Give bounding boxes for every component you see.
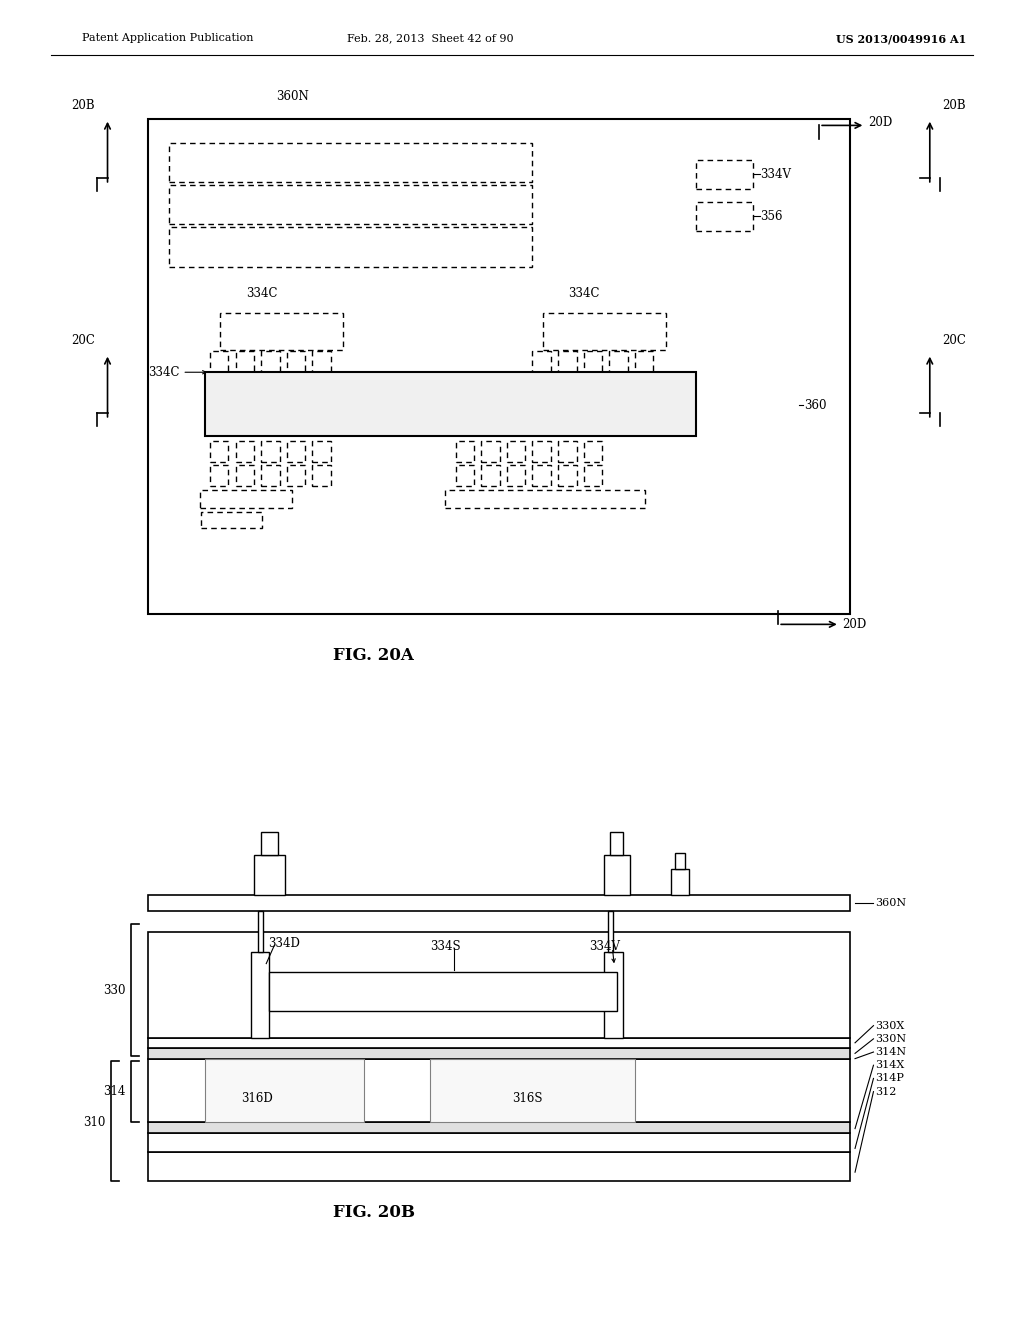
Text: 316S: 316S: [512, 1092, 543, 1105]
FancyBboxPatch shape: [261, 832, 278, 855]
Text: Patent Application Publication: Patent Application Publication: [82, 33, 253, 44]
Text: US 2013/0049916 A1: US 2013/0049916 A1: [836, 33, 967, 44]
Text: 314X: 314X: [876, 1060, 905, 1071]
Text: FIG. 20A: FIG. 20A: [334, 647, 414, 664]
Text: 330X: 330X: [876, 1020, 905, 1031]
Text: 334C: 334C: [246, 286, 278, 300]
FancyBboxPatch shape: [604, 855, 630, 895]
Text: FIG. 20B: FIG. 20B: [333, 1204, 415, 1221]
Text: 360: 360: [804, 399, 826, 412]
Text: 316D: 316D: [241, 1092, 272, 1105]
FancyBboxPatch shape: [148, 895, 850, 911]
Text: 310: 310: [83, 1115, 105, 1129]
Text: Feb. 28, 2013  Sheet 42 of 90: Feb. 28, 2013 Sheet 42 of 90: [347, 33, 513, 44]
Text: 20D: 20D: [842, 618, 866, 631]
Text: 334V: 334V: [589, 940, 620, 953]
FancyBboxPatch shape: [269, 972, 617, 1011]
Text: 20C: 20C: [72, 334, 95, 347]
Text: 334C: 334C: [568, 286, 600, 300]
Text: 356: 356: [760, 210, 782, 223]
Text: 314N: 314N: [876, 1047, 906, 1057]
Text: 334D: 334D: [268, 937, 300, 950]
Text: 330: 330: [103, 983, 126, 997]
FancyBboxPatch shape: [675, 853, 685, 869]
FancyBboxPatch shape: [205, 1059, 364, 1122]
Text: 20C: 20C: [942, 334, 966, 347]
FancyBboxPatch shape: [671, 869, 689, 895]
FancyBboxPatch shape: [148, 1152, 850, 1181]
Text: 20B: 20B: [942, 99, 966, 112]
FancyBboxPatch shape: [430, 1059, 635, 1122]
Text: 330N: 330N: [876, 1034, 906, 1044]
FancyBboxPatch shape: [148, 1059, 850, 1122]
Text: 334C: 334C: [147, 366, 179, 379]
Text: 360N: 360N: [276, 90, 309, 103]
FancyBboxPatch shape: [604, 952, 623, 1038]
Text: 20B: 20B: [72, 99, 95, 112]
Text: 314P: 314P: [876, 1073, 904, 1084]
FancyBboxPatch shape: [148, 932, 850, 1038]
FancyBboxPatch shape: [608, 911, 613, 952]
FancyBboxPatch shape: [205, 372, 696, 436]
Text: 312: 312: [876, 1086, 897, 1097]
Text: 334V: 334V: [760, 168, 791, 181]
Text: 20D: 20D: [868, 116, 893, 129]
FancyBboxPatch shape: [148, 1133, 850, 1152]
FancyBboxPatch shape: [148, 1122, 850, 1133]
FancyBboxPatch shape: [251, 952, 269, 1038]
FancyBboxPatch shape: [148, 1038, 850, 1048]
Text: 360N: 360N: [876, 898, 906, 908]
Text: 334S: 334S: [430, 940, 461, 953]
FancyBboxPatch shape: [258, 911, 263, 952]
FancyBboxPatch shape: [254, 855, 285, 895]
Text: 314: 314: [103, 1085, 126, 1098]
FancyBboxPatch shape: [610, 832, 623, 855]
FancyBboxPatch shape: [148, 1048, 850, 1059]
